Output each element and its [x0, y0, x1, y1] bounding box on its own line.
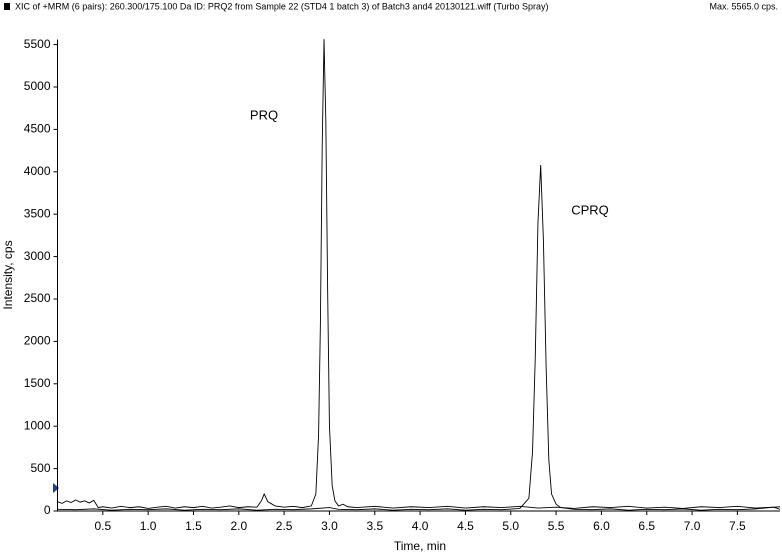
x-tick-label: 5.5: [548, 519, 565, 533]
x-tick-label: 3.5: [366, 519, 383, 533]
x-axis-label: Time, min: [394, 539, 446, 553]
trace-line: [57, 39, 781, 509]
y-tick-label: 5500: [24, 37, 51, 51]
y-tick-label: 2000: [24, 334, 51, 348]
y-tick-label: 0: [44, 503, 51, 517]
y-tick-label: 2500: [24, 291, 51, 305]
y-tick-label: 5000: [24, 79, 51, 93]
threshold-marker: [53, 483, 59, 493]
x-tick-label: 4.5: [457, 519, 474, 533]
x-tick-label: 3.0: [321, 519, 338, 533]
chart-title: XIC of +MRM (6 pairs): 260.300/175.100 D…: [15, 1, 549, 11]
y-tick-label: 3000: [24, 249, 51, 263]
annotation: CPRQ: [571, 202, 609, 217]
max-label: Max. 5565.0 cps.: [709, 1, 778, 11]
x-tick-label: 4.0: [412, 519, 429, 533]
y-tick-label: 1000: [24, 418, 51, 432]
x-tick-label: 7.0: [684, 519, 701, 533]
x-tick-label: 7.5: [729, 519, 746, 533]
x-tick-label: 5.0: [502, 519, 519, 533]
x-tick-label: 6.0: [593, 519, 610, 533]
x-tick-label: 2.5: [276, 519, 293, 533]
x-tick-label: 0.5: [94, 519, 111, 533]
y-axis-label: Intensity, cps: [1, 240, 15, 309]
annotation: PRQ: [250, 107, 278, 122]
title-marker: [4, 3, 10, 10]
x-tick-label: 1.5: [185, 519, 202, 533]
y-tick-label: 4500: [24, 122, 51, 136]
x-tick-label: 1.0: [140, 519, 157, 533]
y-tick-label: 4000: [24, 164, 51, 178]
y-tick-label: 1500: [24, 376, 51, 390]
trace-line: [57, 164, 781, 511]
x-tick-label: 2.0: [230, 519, 247, 533]
y-tick-label: 3500: [24, 206, 51, 220]
y-tick-label: 500: [30, 461, 50, 475]
x-tick-label: 6.5: [638, 519, 655, 533]
